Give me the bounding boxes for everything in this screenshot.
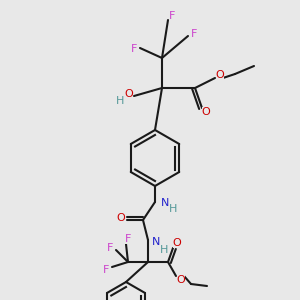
Text: N: N — [161, 198, 169, 208]
Text: N: N — [152, 237, 160, 247]
Text: F: F — [191, 29, 197, 39]
Text: H: H — [116, 96, 124, 106]
Text: O: O — [216, 70, 224, 80]
Text: O: O — [124, 89, 134, 99]
Text: O: O — [172, 238, 182, 248]
Text: O: O — [202, 107, 210, 117]
Text: H: H — [160, 245, 168, 255]
Text: H: H — [169, 204, 177, 214]
Text: F: F — [169, 11, 175, 21]
Text: O: O — [117, 213, 125, 223]
Text: F: F — [131, 44, 137, 54]
Text: F: F — [107, 243, 113, 253]
Text: F: F — [125, 234, 131, 244]
Text: F: F — [103, 265, 109, 275]
Text: O: O — [177, 275, 185, 285]
